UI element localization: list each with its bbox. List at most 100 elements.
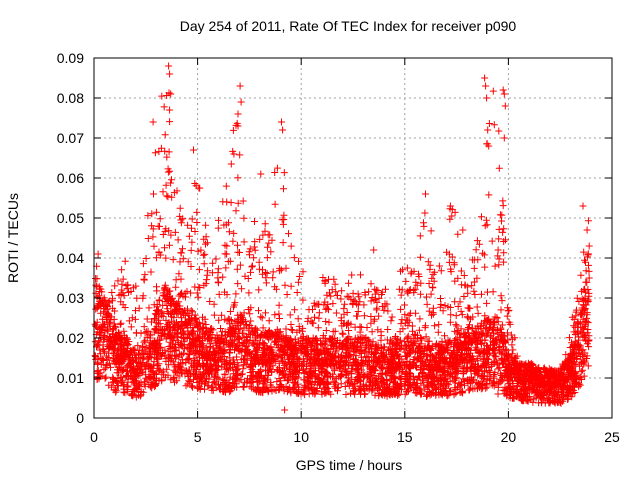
data-point [98, 288, 106, 296]
data-point [498, 217, 505, 225]
data-point [303, 362, 310, 370]
data-point [343, 292, 351, 300]
data-point [354, 359, 362, 367]
data-point [332, 288, 340, 296]
data-point [515, 391, 523, 399]
data-point [291, 379, 298, 387]
data-point [386, 340, 394, 348]
data-point [256, 265, 263, 273]
data-point [413, 363, 420, 371]
data-point [338, 329, 346, 337]
data-point [403, 264, 411, 272]
data-point [240, 324, 248, 332]
data-point [585, 267, 593, 275]
data-point [161, 131, 169, 139]
data-point [139, 388, 147, 396]
data-point [450, 359, 458, 366]
data-point [504, 304, 512, 312]
data-point [447, 387, 455, 395]
data-point [566, 334, 573, 342]
data-point [282, 360, 290, 368]
data-point [129, 357, 137, 365]
data-point [105, 298, 113, 306]
data-point [515, 364, 523, 372]
data-point [173, 330, 181, 337]
data-point [261, 220, 269, 228]
data-point [451, 327, 459, 335]
data-point [385, 384, 393, 392]
data-point [131, 386, 139, 394]
data-point [160, 292, 168, 300]
data-point [291, 359, 299, 367]
data-point [289, 374, 297, 382]
data-point [235, 330, 243, 337]
data-point [375, 312, 383, 320]
data-point [417, 279, 425, 287]
data-point [324, 373, 332, 381]
data-point [446, 318, 454, 326]
data-point [371, 285, 379, 293]
data-point [506, 373, 514, 381]
data-point [194, 293, 202, 301]
data-point [371, 290, 379, 298]
data-point [215, 316, 223, 324]
data-point [443, 380, 451, 388]
data-point [115, 353, 123, 361]
data-point [215, 216, 222, 224]
data-point [368, 294, 376, 301]
data-point [432, 342, 440, 350]
data-point [202, 360, 210, 368]
data-point [378, 288, 386, 296]
data-point [380, 343, 388, 351]
data-point [148, 210, 156, 218]
data-point [567, 355, 574, 362]
data-point [150, 190, 157, 198]
data-point [93, 275, 101, 283]
data-point [459, 369, 467, 377]
data-point [153, 283, 160, 291]
data-point [177, 219, 185, 227]
data-point [571, 337, 579, 345]
data-point [388, 390, 396, 398]
data-point [220, 221, 228, 229]
data-point [322, 318, 330, 325]
data-point [450, 261, 458, 269]
data-point [402, 368, 410, 376]
data-point [214, 269, 222, 277]
data-point [211, 361, 219, 369]
data-point [188, 238, 196, 246]
data-point [233, 265, 241, 273]
data-point [218, 311, 226, 319]
data-points [91, 62, 593, 414]
data-point [485, 191, 493, 199]
data-point [388, 313, 396, 321]
data-point [93, 293, 101, 301]
data-point [295, 257, 302, 265]
data-point [251, 354, 259, 362]
data-point [437, 301, 445, 308]
data-point [202, 233, 210, 241]
data-point [503, 346, 511, 354]
data-point [421, 209, 429, 217]
data-point [405, 382, 413, 390]
data-point [152, 254, 160, 262]
data-point [583, 278, 591, 286]
data-point [542, 389, 550, 397]
data-point [209, 259, 217, 267]
data-point [179, 360, 187, 368]
data-point [383, 336, 391, 344]
data-point [496, 364, 504, 372]
data-point [415, 342, 423, 350]
data-point [197, 380, 205, 388]
data-point [427, 345, 435, 353]
data-point [226, 360, 234, 368]
data-point [577, 367, 585, 375]
data-point [418, 390, 426, 398]
data-point [149, 345, 157, 352]
data-point [437, 389, 445, 397]
data-point [191, 342, 199, 350]
data-point [460, 272, 468, 279]
data-point [256, 388, 264, 396]
data-point [498, 297, 506, 305]
data-point [177, 341, 184, 349]
